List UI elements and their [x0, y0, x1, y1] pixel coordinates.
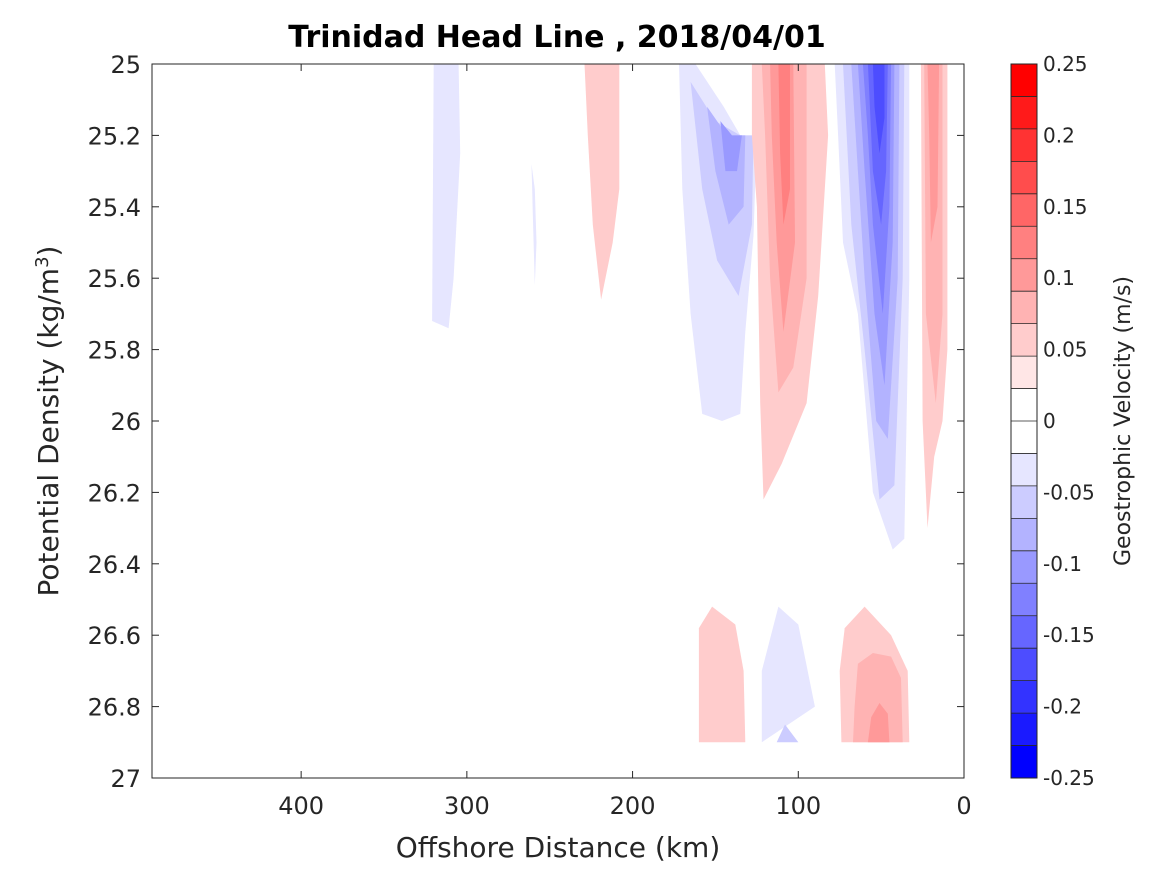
- colorbar-tick-label: -0.25: [1043, 766, 1095, 790]
- colorbar-tick-label: 0.2: [1043, 123, 1075, 147]
- y-axis-label: Potential Density (kg/m3): [32, 246, 65, 597]
- colorbar-label: Geostrophic Velocity (m/s): [1111, 276, 1136, 566]
- colorbar-swatch: [1011, 96, 1037, 130]
- colorbar-swatch: [1011, 421, 1037, 454]
- colorbar-tick-label: -0.05: [1043, 480, 1095, 504]
- contour-region-26: [867, 703, 890, 743]
- colorbar-swatch: [1011, 323, 1037, 357]
- colorbar-swatch: [1011, 161, 1037, 195]
- colorbar-swatch: [1011, 615, 1037, 649]
- colorbar-swatch: [1011, 388, 1037, 422]
- y-axis-label-main: Potential Density (kg/m: [32, 268, 65, 597]
- colorbar-swatch: [1011, 485, 1037, 519]
- colorbar-swatch: [1011, 128, 1037, 162]
- y-tick-label: 25: [110, 51, 141, 79]
- contour-region-6: [720, 121, 742, 172]
- y-tick-label: 25.4: [88, 194, 141, 222]
- y-tick-label: 27: [110, 765, 141, 793]
- colorbar-swatch: [1011, 193, 1037, 227]
- y-tick-label: 26.8: [88, 694, 141, 722]
- y-tick-label: 25.6: [88, 265, 141, 293]
- colorbar-tick-label: 0.25: [1043, 52, 1088, 76]
- colorbar-tick-label: -0.15: [1043, 623, 1095, 647]
- y-axis-ticks: 25 25.2 25.4 25.6 25.8 26 26.2 26.4 26.6 26.8 27: [88, 51, 964, 793]
- contour-fill-group: [432, 64, 948, 743]
- contour-region-0: [432, 64, 461, 329]
- y-tick-label: 26: [110, 408, 141, 436]
- x-tick-label: 100: [775, 792, 821, 820]
- colorbar-swatch: [1011, 258, 1037, 292]
- x-tick-label: 200: [610, 792, 656, 820]
- colorbar-swatch: [1011, 680, 1037, 714]
- y-tick-label: 26.4: [88, 551, 141, 579]
- colorbar-swatch: [1011, 356, 1037, 390]
- colorbar-swatch: [1011, 291, 1037, 325]
- colorbar-swatch: [1011, 226, 1037, 260]
- x-tick-label: 300: [444, 792, 490, 820]
- colorbar-swatch: [1011, 550, 1037, 584]
- y-tick-label: 25.8: [88, 337, 141, 365]
- colorbar: 0.25 0.2 0.15 0.1 0.05 0 -0.05 -0.1 -0.15 -0.2 -0.…: [1010, 52, 1095, 790]
- contour-region-17: [872, 64, 885, 154]
- colorbar-swatch: [1011, 713, 1037, 747]
- colorbar-tick-label: 0.05: [1043, 338, 1088, 362]
- colorbar-tick-label: 0.15: [1043, 195, 1088, 219]
- colorbar-tick-label: -0.2: [1043, 695, 1082, 719]
- x-axis-ticks: 400 300 200 100 0: [278, 64, 972, 820]
- colorbar-swatch: [1011, 453, 1037, 487]
- colorbar-frame: [1010, 63, 1038, 779]
- contour-region-21: [698, 606, 746, 743]
- contour-region-20: [927, 64, 940, 243]
- x-tick-label: 400: [278, 792, 324, 820]
- y-axis-label-superscript: 3: [32, 256, 53, 267]
- contour-region-1: [531, 164, 537, 286]
- colorbar-tick-label: -0.1: [1043, 552, 1082, 576]
- colorbar-swatch: [1011, 64, 1037, 97]
- x-tick-label: 0: [956, 792, 971, 820]
- contour-region-25: [853, 653, 903, 743]
- y-tick-label: 26.2: [88, 479, 141, 507]
- x-axis-label: Offshore Distance (km): [396, 831, 721, 864]
- plot-background: [152, 64, 964, 778]
- y-axis-label-close: ): [32, 246, 65, 257]
- colorbar-tick-label: 0.1: [1043, 266, 1075, 290]
- contour-region-2: [584, 64, 620, 300]
- y-tick-label: 26.6: [88, 622, 141, 650]
- contour-region-22: [761, 606, 815, 743]
- colorbar-swatch: [1011, 583, 1037, 617]
- plot-area: 400 300 200 100 0 25 25.2 25.4 25.6 25.8 26 26.2 26…: [88, 51, 972, 820]
- contour-region-10: [778, 64, 790, 225]
- colorbar-swatch: [1011, 648, 1037, 682]
- colorbar-swatch: [1011, 518, 1037, 552]
- chart-title: Trinidad Head Line , 2018/04/01: [288, 20, 825, 55]
- colorbar-swatch: [1011, 745, 1037, 779]
- y-tick-label: 25.2: [88, 122, 141, 150]
- contour-region-23: [776, 724, 799, 743]
- colorbar-tick-label: 0: [1043, 409, 1056, 433]
